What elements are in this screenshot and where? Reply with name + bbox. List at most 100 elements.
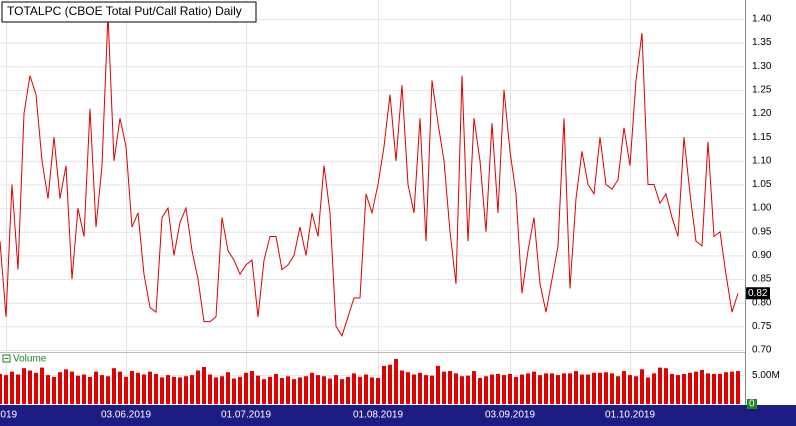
volume-bar bbox=[706, 373, 710, 404]
y-tick-label: 0.70 bbox=[752, 345, 772, 356]
volume-bar bbox=[346, 376, 350, 404]
volume-bar bbox=[544, 373, 548, 404]
volume-bar bbox=[250, 371, 254, 404]
volume-bar bbox=[334, 375, 338, 404]
plot-area bbox=[0, 0, 745, 405]
volume-bar bbox=[94, 371, 98, 404]
volume-bar bbox=[52, 376, 56, 404]
volume-bar bbox=[76, 375, 80, 404]
volume-bar bbox=[538, 375, 542, 404]
volume-bar bbox=[508, 373, 512, 404]
volume-bar bbox=[634, 376, 638, 404]
volume-bar bbox=[526, 373, 530, 404]
volume-bar bbox=[208, 374, 212, 404]
volume-bar bbox=[394, 358, 398, 404]
volume-bar bbox=[148, 371, 152, 404]
volume-bar bbox=[130, 371, 134, 404]
volume-bar bbox=[310, 372, 314, 404]
volume-bar bbox=[700, 369, 704, 404]
volume-bar bbox=[316, 375, 320, 404]
volume-bar bbox=[352, 373, 356, 404]
volume-bar bbox=[472, 371, 476, 404]
y-tick-label: 0.80 bbox=[752, 297, 772, 308]
y-tick-label: 0.75 bbox=[752, 321, 772, 332]
x-tick-label: 2019 bbox=[0, 410, 18, 421]
volume-bar bbox=[676, 375, 680, 404]
volume-bar bbox=[262, 379, 266, 404]
last-value-label: 0.82 bbox=[748, 288, 768, 299]
volume-bar bbox=[478, 378, 482, 404]
volume-label: Volume bbox=[13, 354, 47, 365]
y-tick-label: 0.85 bbox=[752, 274, 772, 285]
y-tick-label: 1.00 bbox=[752, 203, 772, 214]
volume-bar bbox=[646, 377, 650, 404]
volume-bar bbox=[688, 372, 692, 404]
volume-bar bbox=[496, 373, 500, 404]
y-tick-label: 1.10 bbox=[752, 155, 772, 166]
volume-bar bbox=[196, 370, 200, 404]
volume-bar bbox=[556, 375, 560, 404]
volume-bar bbox=[16, 374, 20, 404]
axis-panel bbox=[745, 0, 796, 405]
y2-tick-label: 5.00M bbox=[752, 370, 780, 381]
volume-bar bbox=[154, 373, 158, 404]
volume-bar bbox=[412, 374, 416, 404]
volume-bar bbox=[286, 376, 290, 404]
y-tick-label: 0.95 bbox=[752, 226, 772, 237]
volume-bar bbox=[106, 376, 110, 404]
volume-bar bbox=[124, 376, 128, 404]
volume-bar bbox=[682, 373, 686, 404]
volume-bar bbox=[298, 377, 302, 404]
volume-bar bbox=[292, 379, 296, 404]
volume-bar bbox=[214, 377, 218, 404]
volume-bar bbox=[502, 375, 506, 404]
volume-bar bbox=[652, 373, 656, 404]
volume-bar bbox=[0, 373, 2, 404]
volume-bar bbox=[136, 372, 140, 404]
volume-bar bbox=[280, 378, 284, 404]
volume-bar bbox=[730, 371, 734, 404]
volume-bar bbox=[442, 371, 446, 404]
y-tick-label: 1.25 bbox=[752, 85, 772, 96]
y-tick-label: 1.35 bbox=[752, 37, 772, 48]
volume-bar bbox=[226, 372, 230, 404]
volume-bar bbox=[490, 374, 494, 404]
volume-bar bbox=[160, 377, 164, 404]
y-tick-label: 1.05 bbox=[752, 179, 772, 190]
volume-bar bbox=[670, 373, 674, 404]
x-tick-label: 01.10.2019 bbox=[605, 410, 655, 421]
volume-bar bbox=[418, 372, 422, 404]
volume-bar bbox=[46, 375, 50, 404]
volume-bar bbox=[244, 372, 248, 404]
volume-bar bbox=[172, 376, 176, 404]
volume-bar bbox=[376, 378, 380, 404]
volume-bar bbox=[28, 370, 32, 404]
volume-bar bbox=[400, 370, 404, 404]
volume-bar bbox=[10, 371, 14, 404]
volume-bar bbox=[568, 373, 572, 404]
x-tick-label: 01.07.2019 bbox=[221, 410, 271, 421]
volume-bar bbox=[628, 375, 632, 404]
volume-bar bbox=[460, 376, 464, 404]
volume-bar bbox=[238, 376, 242, 404]
volume-bar bbox=[4, 375, 8, 404]
x-tick-label: 03.06.2019 bbox=[101, 410, 151, 421]
volume-bar bbox=[484, 376, 488, 404]
volume-bar bbox=[112, 368, 116, 404]
volume-bar bbox=[370, 377, 374, 404]
volume-bar bbox=[82, 374, 86, 404]
volume-bar bbox=[562, 373, 566, 404]
volume-bar bbox=[664, 368, 668, 404]
volume-bar bbox=[658, 367, 662, 404]
y-tick-label: 0.90 bbox=[752, 250, 772, 261]
volume-bar bbox=[406, 372, 410, 404]
y-tick-label: 1.20 bbox=[752, 108, 772, 119]
volume-bar bbox=[88, 376, 92, 404]
x-tick-label: 03.09.2019 bbox=[485, 410, 535, 421]
volume-bar bbox=[166, 375, 170, 404]
volume-bar bbox=[622, 371, 626, 404]
volume-bar bbox=[712, 373, 716, 404]
volume-bar bbox=[184, 376, 188, 404]
volume-bar bbox=[430, 375, 434, 404]
